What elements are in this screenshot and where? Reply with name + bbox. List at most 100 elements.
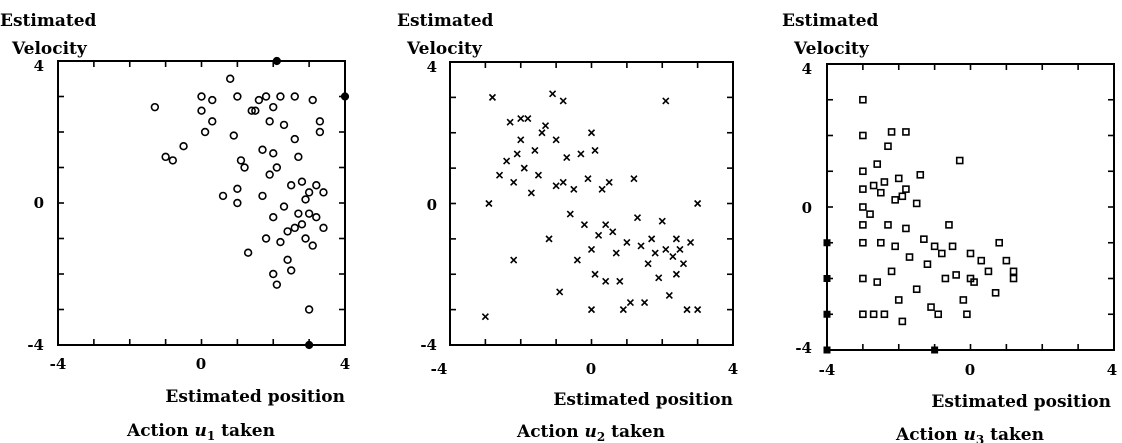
scatter-panel-2: Estimated Velocity 4 0 -4 -4 0 4 Estimat… (397, 11, 738, 443)
data-point (226, 74, 235, 83)
data-point (506, 118, 514, 126)
data-point (859, 274, 867, 283)
data-point (984, 267, 993, 276)
data-point (168, 156, 178, 165)
data-point (955, 156, 964, 165)
data-point (243, 248, 253, 257)
data-point (229, 131, 238, 140)
data-point (524, 115, 532, 123)
data-point (197, 106, 206, 115)
data-point (694, 199, 702, 208)
data-point (587, 129, 596, 137)
data-point (959, 296, 968, 304)
data-point (503, 157, 511, 165)
data-point (315, 117, 325, 126)
plot-frame (57, 60, 346, 346)
data-point (283, 255, 292, 264)
data-point (869, 181, 878, 190)
caption-prefix: Action (895, 425, 963, 443)
data-point (655, 274, 663, 282)
data-point (552, 182, 560, 190)
data-point (873, 278, 882, 286)
data-point (887, 267, 896, 276)
data-point (290, 92, 299, 101)
data-point (602, 277, 610, 285)
data-point (580, 221, 588, 229)
data-point (619, 306, 627, 314)
data-point (859, 221, 867, 229)
data-point (510, 178, 518, 186)
x-axis-label: Estimated position (931, 392, 1111, 412)
plot-frame (826, 63, 1115, 351)
data-point (587, 245, 596, 254)
data-point-edge (340, 92, 350, 101)
data-point (672, 270, 680, 278)
data-point (269, 149, 278, 158)
data-point (283, 227, 292, 236)
data-point-edge (931, 346, 939, 354)
data-point (254, 95, 264, 105)
x-axis-label: Estimated position (165, 387, 345, 407)
data-point-edge (305, 340, 314, 350)
data-point (612, 249, 620, 257)
data-point (877, 188, 885, 197)
data-point (995, 238, 1004, 247)
data-point (269, 213, 278, 222)
data-point (623, 238, 631, 246)
data-point (258, 145, 267, 154)
plot-frame (449, 61, 734, 346)
y-tick-label-bottom: -4 (420, 336, 437, 354)
y-tick-label-top: 4 (34, 57, 44, 75)
data-point (658, 217, 666, 225)
data-point (297, 220, 307, 229)
data-point (485, 199, 493, 208)
data-point (304, 188, 314, 197)
data-point (573, 256, 581, 264)
x-tick-label-right: 4 (1107, 361, 1117, 379)
data-point (218, 191, 228, 201)
caption-variable: u (584, 422, 596, 442)
data-point (626, 298, 634, 307)
data-point (902, 185, 910, 193)
caption-prefix: Action (516, 422, 584, 442)
panel-caption: Action u2 taken (516, 422, 665, 443)
scatter-panel-3: Estimated Velocity 4 0 -4 -4 0 4 Estimat… (782, 11, 1117, 443)
data-point (269, 102, 278, 112)
data-point (952, 271, 960, 279)
data-point (902, 128, 910, 136)
x-tick-label-left: -4 (819, 361, 836, 379)
data-point (916, 171, 925, 179)
data-point (877, 238, 885, 247)
data-point (970, 278, 978, 286)
data-point (934, 310, 943, 319)
data-point (297, 177, 307, 186)
data-point (891, 242, 899, 251)
y-axis-label-line2: Velocity (793, 39, 870, 59)
data-point (873, 160, 882, 168)
data-point (1002, 256, 1011, 265)
data-point (894, 174, 903, 183)
data-point (538, 129, 546, 137)
caption-suffix: taken (215, 421, 275, 441)
data-point (541, 122, 550, 130)
y-axis-label-line2: Velocity (11, 39, 88, 59)
data-point (481, 313, 489, 321)
axis-ticks (827, 64, 1114, 350)
data-point (694, 306, 702, 314)
y-tick-label-top: 4 (802, 60, 812, 78)
data-point (304, 209, 314, 218)
data-point (891, 196, 899, 204)
data-points (823, 95, 1018, 354)
data-point (605, 178, 613, 186)
data-point-edge (823, 275, 831, 282)
data-point (591, 146, 599, 155)
data-point (869, 310, 878, 319)
data-point (637, 242, 645, 250)
data-point (662, 97, 670, 105)
data-point (276, 92, 285, 101)
data-point (510, 256, 518, 264)
data-point (549, 90, 557, 98)
panel-caption: Action u1 taken (126, 421, 275, 443)
data-point (559, 97, 567, 105)
